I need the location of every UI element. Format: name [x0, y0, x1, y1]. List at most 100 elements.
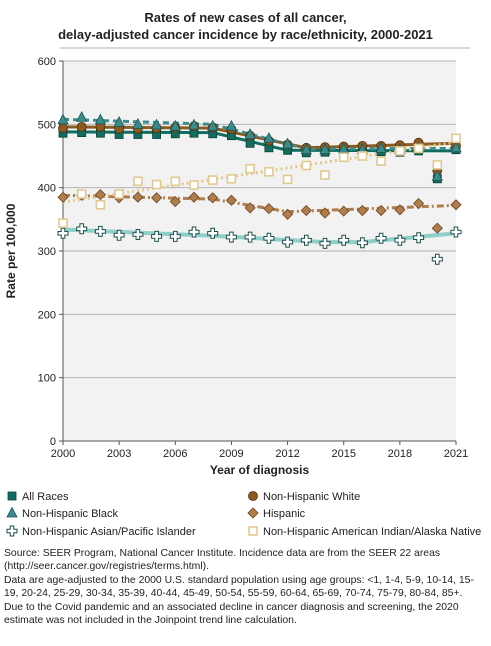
- axes: 0 100 200 300 400 500 600 2000 2003 2006 2009 2012 2…: [38, 56, 469, 460]
- marker-shape: [6, 506, 18, 518]
- marker-shape: [170, 176, 181, 187]
- data-point: [264, 167, 274, 177]
- data-point: [207, 119, 219, 131]
- data-point: [263, 203, 275, 215]
- data-point: [113, 229, 125, 241]
- marker-shape: [151, 179, 162, 190]
- marker-shape: [245, 163, 255, 174]
- data-point: [189, 180, 199, 190]
- data-point: [76, 223, 88, 235]
- marker-shape: [57, 227, 69, 239]
- marker-shape: [188, 191, 200, 203]
- data-point: [58, 123, 68, 134]
- marker-shape: [244, 202, 256, 214]
- data-point: [413, 197, 425, 210]
- y-tick-label: 200: [38, 309, 56, 321]
- marker-shape: [247, 507, 259, 519]
- marker-shape: [6, 525, 18, 537]
- legend-marker: [248, 491, 258, 501]
- data-point: [76, 122, 87, 132]
- marker-shape: [248, 491, 258, 501]
- data-point: [207, 192, 219, 204]
- x-tick-label: 2012: [275, 448, 299, 460]
- data-point: [132, 117, 144, 129]
- legend-label: Non-Hispanic Asian/Pacific Islander: [22, 526, 196, 538]
- data-point: [375, 142, 387, 153]
- data-point: [319, 237, 331, 249]
- marker-shape: [319, 237, 331, 249]
- data-point: [244, 202, 256, 214]
- marker-shape: [450, 226, 462, 238]
- marker-shape: [58, 123, 68, 134]
- marker-shape: [394, 204, 406, 216]
- y-tick-label: 500: [38, 119, 56, 131]
- data-point: [58, 218, 68, 228]
- marker-shape: [225, 231, 237, 243]
- marker-shape: [7, 491, 17, 501]
- legend-label: All Races: [22, 491, 69, 503]
- data-point: [132, 229, 144, 240]
- marker-shape: [188, 226, 200, 238]
- marker-shape: [431, 222, 443, 234]
- marker-shape: [133, 176, 143, 187]
- legend-item: Hispanic: [247, 507, 306, 520]
- marker-shape: [375, 142, 387, 153]
- legend-item: All Races: [7, 491, 69, 503]
- legend-item: Non-Hispanic White: [248, 491, 360, 503]
- marker-shape: [301, 160, 312, 171]
- marker-shape: [320, 170, 330, 180]
- data-point: [263, 232, 275, 244]
- data-point: [57, 191, 69, 203]
- legend-label: Non-Hispanic White: [263, 491, 360, 503]
- data-point: [282, 208, 294, 220]
- marker-shape: [376, 156, 386, 166]
- marker-shape: [57, 113, 69, 125]
- marker-shape: [76, 189, 87, 199]
- marker-shape: [319, 207, 331, 219]
- data-point: [338, 205, 350, 217]
- data-point: [151, 230, 163, 242]
- marker-shape: [94, 189, 106, 201]
- grid-lines: [63, 60, 456, 379]
- data-point: [94, 225, 106, 237]
- legend-item: Non-Hispanic Black: [6, 506, 118, 520]
- legend-label: Hispanic: [263, 508, 306, 520]
- data-point: [76, 111, 88, 122]
- marker-shape: [282, 174, 293, 185]
- marker-shape: [76, 122, 87, 132]
- marker-shape: [57, 191, 69, 203]
- marker-shape: [375, 232, 387, 244]
- data-point: [57, 227, 69, 239]
- marker-shape: [207, 175, 218, 185]
- marker-shape: [281, 137, 294, 149]
- marker-shape: [114, 189, 124, 199]
- data-point: [356, 204, 368, 217]
- y-tick-label: 400: [38, 183, 56, 195]
- x-tick-label: 2006: [163, 448, 187, 460]
- data-point: [300, 204, 312, 217]
- data-point: [244, 128, 256, 139]
- marker-shape: [226, 174, 237, 184]
- data-point: [151, 192, 163, 204]
- data-point: [282, 174, 293, 185]
- data-point: [357, 151, 368, 161]
- data-point: [338, 234, 350, 246]
- marker-shape: [207, 119, 219, 131]
- covid-note: Due to the Covid pandemic and an associa…: [4, 601, 459, 627]
- data-point: [451, 133, 461, 144]
- marker-shape: [395, 146, 405, 156]
- marker-shape: [300, 143, 312, 155]
- legend-marker: [7, 491, 17, 501]
- marker-shape: [58, 218, 68, 228]
- data-point: [300, 234, 312, 246]
- marker-shape: [189, 180, 199, 190]
- marker-shape: [248, 526, 258, 536]
- legend-marker: [247, 507, 259, 519]
- data-point: [188, 191, 200, 203]
- data-point: [151, 179, 162, 190]
- data-point: [225, 231, 237, 243]
- legend-item: Non-Hispanic Asian/Pacific Islander: [6, 525, 196, 538]
- data-point: [413, 232, 425, 244]
- y-tick-label: 300: [38, 246, 56, 258]
- x-tick-label: 2021: [444, 448, 468, 460]
